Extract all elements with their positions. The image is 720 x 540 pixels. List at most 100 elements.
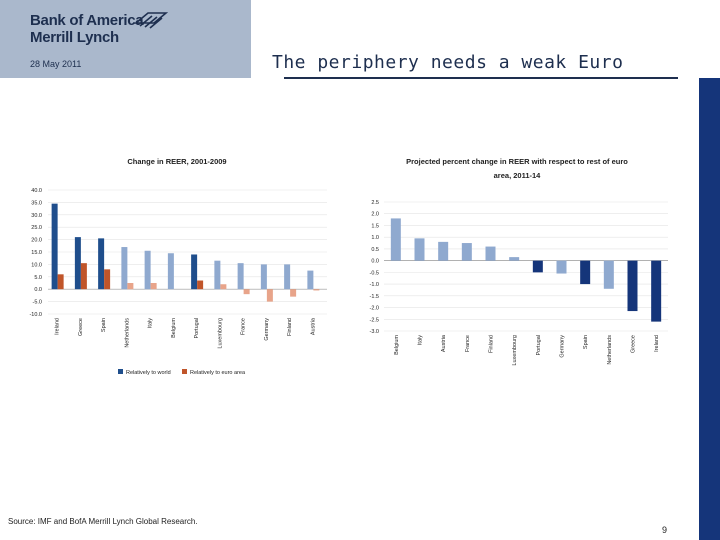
chart1-y-tick: -10.0	[29, 312, 42, 318]
page-number: 9	[662, 525, 668, 535]
chart2-bar-ireland	[651, 260, 662, 322]
chart1-y-tick: 40.0	[31, 188, 42, 194]
chart1-bar-netherlands-world	[121, 247, 128, 290]
chart2-title-line2: area, 2011-14	[494, 171, 542, 180]
chart2-x-label: Finland	[489, 335, 495, 353]
chart2-x-label: Belgium	[394, 335, 400, 355]
chart1-y-tick: 5.0	[34, 275, 42, 281]
chart2-x-label: Portugal	[536, 335, 542, 356]
chart1-x-label: Spain	[101, 318, 107, 332]
chart1-bar-finland-euro	[290, 289, 297, 297]
chart2-y-tick: 0.0	[371, 259, 379, 265]
flag-logo-icon	[134, 12, 168, 29]
chart2-bar-netherlands	[603, 260, 614, 289]
chart1-bar-luxembourg-world	[214, 260, 221, 290]
chart2-y-tick: -1.5	[370, 294, 379, 300]
chart1-x-label: Greece	[78, 318, 84, 336]
chart1-x-label: Ireland	[55, 318, 61, 335]
chart2-x-label: Netherlands	[607, 335, 613, 365]
chart2-y-tick: 2.5	[371, 200, 379, 206]
brand-name-line1: Bank of America	[30, 12, 144, 29]
chart2-x-label: France	[465, 335, 471, 352]
chart2-title-line1: Projected percent change in REER with re…	[406, 157, 628, 166]
chart2-bar-belgium	[390, 218, 401, 261]
side-accent-bar	[699, 78, 720, 540]
chart2-bar-austria	[438, 241, 449, 261]
chart2-y-tick: 1.5	[371, 223, 379, 229]
chart2-bar-portugal	[532, 260, 543, 273]
chart2-x-label: Austria	[441, 334, 447, 352]
chart1-x-label: Portugal	[194, 318, 200, 339]
chart1-x-label: Belgium	[171, 318, 177, 338]
chart1-x-label: Luxembourg	[217, 318, 223, 349]
chart1-x-label: Netherlands	[124, 318, 130, 348]
chart1-x-label: France	[241, 318, 247, 335]
chart2-x-label: Luxembourg	[512, 335, 518, 366]
chart1-bar-spain-world	[98, 238, 105, 290]
chart2-bar-spain	[580, 260, 591, 285]
chart2-y-tick: -0.5	[370, 270, 379, 276]
chart2-y-tick: 2.0	[371, 212, 379, 218]
chart1-bar-ireland-euro	[57, 274, 64, 290]
chart2-x-label: Germany	[560, 335, 566, 358]
chart2-bar-greece	[627, 260, 638, 312]
chart2-x-label: Italy	[418, 335, 424, 345]
chart1-bar-france-world	[237, 263, 244, 290]
chart1-bar-austria-world	[307, 270, 314, 290]
chart2-x-label: Greece	[631, 335, 637, 353]
chart2-bar-france	[461, 243, 472, 261]
chart2-bar-germany	[556, 260, 567, 274]
chart1-bar-italy-euro	[150, 283, 157, 290]
chart2-y-tick: 1.0	[371, 235, 379, 241]
page-title: The periphery needs a weak Euro	[272, 52, 624, 73]
chart2-y-tick: -1.0	[370, 282, 379, 288]
chart1-y-tick: 10.0	[31, 262, 42, 268]
chart1-bar-ireland-world	[51, 203, 58, 290]
chart1-bar-spain-euro	[104, 269, 111, 290]
chart2-y-tick: 0.5	[371, 247, 379, 253]
report-date: 28 May 2011	[30, 59, 82, 69]
legend-label-euro: Relatively to euro area	[190, 370, 246, 376]
chart1-y-tick: 0.0	[34, 287, 42, 293]
chart1-bar-germany-euro	[266, 289, 273, 302]
chart1-bar-greece-world	[74, 237, 81, 290]
chart1-y-tick: 15.0	[31, 250, 42, 256]
chart1-x-label: Germany	[264, 318, 270, 341]
chart1-bar-portugal-euro	[197, 280, 204, 290]
legend-label-world: Relatively to world	[126, 370, 171, 376]
chart2-y-tick: -2.5	[370, 317, 379, 323]
chart1-y-tick: 25.0	[31, 225, 42, 231]
chart1-bar-austria-euro	[313, 289, 320, 291]
chart1-x-label: Austria	[310, 317, 316, 335]
brand-name-line2: Merrill Lynch	[30, 29, 119, 46]
legend-swatch-world	[118, 369, 123, 374]
chart2-x-label: Spain	[583, 335, 589, 349]
chart1-y-tick: 20.0	[31, 238, 42, 244]
chart1-bar-netherlands-euro	[127, 283, 134, 290]
chart2-x-label: Ireland	[654, 335, 660, 352]
chart1-bar-portugal-world	[191, 254, 198, 290]
source-note: Source: IMF and BofA Merrill Lynch Globa…	[8, 517, 198, 526]
title-divider	[284, 77, 678, 79]
chart1-x-label: Finland	[287, 318, 293, 336]
chart1-bar-luxembourg-euro	[220, 284, 227, 290]
chart1-y-tick: -5.0	[33, 300, 42, 306]
chart1-bar-finland-world	[284, 264, 291, 290]
chart1-y-tick: 30.0	[31, 213, 42, 219]
chart2-bar-finland	[485, 246, 496, 261]
chart2-bar-luxembourg	[509, 257, 520, 261]
legend-swatch-euro	[182, 369, 187, 374]
chart1-bar-greece-euro	[80, 263, 87, 290]
chart1-y-tick: 35.0	[31, 200, 42, 206]
header-panel	[0, 0, 251, 78]
chart1-bar-france-euro	[243, 289, 250, 295]
chart1-bar-italy-world	[144, 250, 151, 290]
chart2-bar-italy	[414, 238, 425, 261]
chart1-bar-germany-world	[260, 264, 267, 290]
chart1-title: Change in REER, 2001-2009	[127, 157, 226, 166]
chart1-bar-belgium-world	[167, 253, 174, 290]
chart2-y-tick: -3.0	[370, 329, 379, 335]
chart2-y-tick: -2.0	[370, 306, 379, 312]
